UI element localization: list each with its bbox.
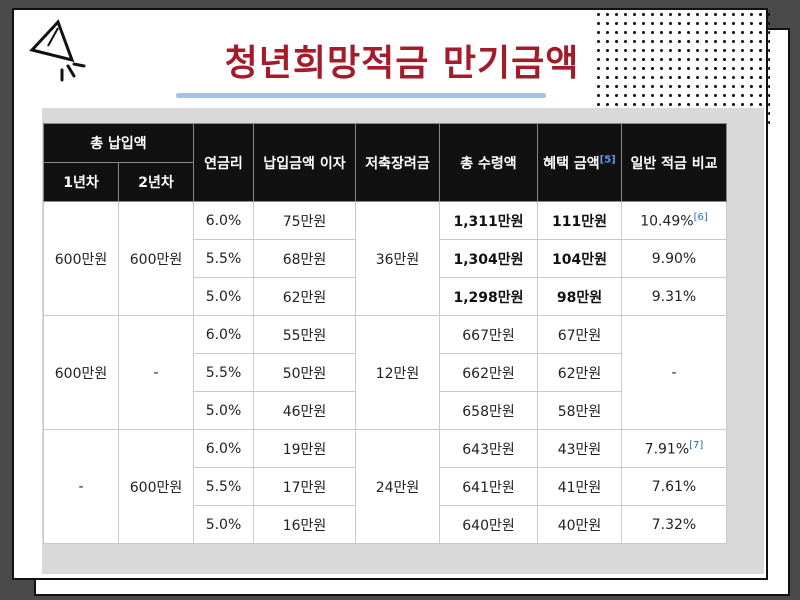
cell-compare: 9.31% xyxy=(621,277,727,316)
cell-benefit: 58만원 xyxy=(537,391,622,430)
table-row: 5.5% 68만원 1,304만원 104만원 9.90% xyxy=(44,239,727,278)
table-row: 5.0% 62만원 1,298만원 98만원 9.31% xyxy=(44,277,727,316)
footnote-link[interactable]: [7] xyxy=(689,439,704,451)
page-title: 청년희망적금 만기금액 xyxy=(224,43,580,84)
cell-benefit: 98만원 xyxy=(537,277,622,316)
cell-compare: 10.49%[6] xyxy=(621,201,727,240)
header-compare: 일반 적금 비교 xyxy=(621,123,727,202)
cell-year1: 600만원 xyxy=(43,315,119,430)
cell-interest: 62만원 xyxy=(253,277,356,316)
table-row: 5.0% 16만원 640만원 40만원 7.32% xyxy=(44,505,727,544)
header-total-paid: 총 납입액 xyxy=(43,123,194,163)
cell-total: 658만원 xyxy=(439,391,538,430)
cell-compare: 9.90% xyxy=(621,239,727,278)
footnote-link[interactable]: [6] xyxy=(693,211,708,223)
header-benefit-label: 혜택 금액 xyxy=(543,155,600,172)
cell-subsidy: 36만원 xyxy=(355,201,440,316)
cell-compare: 7.91%[7] xyxy=(621,429,727,468)
cell-rate: 5.5% xyxy=(193,353,254,392)
cell-total: 643만원 xyxy=(439,429,538,468)
cell-interest: 55만원 xyxy=(253,315,356,354)
cell-rate: 5.0% xyxy=(193,277,254,316)
cell-rate: 5.5% xyxy=(193,239,254,278)
header-rate: 연금리 xyxy=(193,123,254,202)
cell-subsidy: 24만원 xyxy=(355,429,440,544)
header-benefit: 혜택 금액[5] xyxy=(537,123,622,202)
header-subsidy: 저축장려금 xyxy=(355,123,440,202)
table-row: 600만원 600만원 6.0% 75만원 36만원 1,311만원 111만원… xyxy=(43,201,727,316)
cell-year2: 600만원 xyxy=(118,201,194,316)
cell-interest: 75만원 xyxy=(253,201,356,240)
header-total-receive: 총 수령액 xyxy=(439,123,538,202)
cell-year1: - xyxy=(43,429,119,544)
cell-benefit: 43만원 xyxy=(537,429,622,468)
header-year1: 1년차 xyxy=(43,162,119,202)
cell-rate: 6.0% xyxy=(193,429,254,468)
cell-benefit: 67만원 xyxy=(537,315,622,354)
cell-compare: 7.32% xyxy=(621,505,727,544)
cell-benefit: 41만원 xyxy=(537,467,622,506)
cell-rate: 5.0% xyxy=(193,505,254,544)
cell-total: 640만원 xyxy=(439,505,538,544)
cell-interest: 50만원 xyxy=(253,353,356,392)
cell-interest: 17만원 xyxy=(253,467,356,506)
cell-total: 1,311만원 xyxy=(439,201,538,240)
sparkle-arrow-icon xyxy=(29,19,86,82)
cell-benefit: 62만원 xyxy=(537,353,622,392)
cell-rate: 5.0% xyxy=(193,391,254,430)
cell-total: 1,298만원 xyxy=(439,277,538,316)
header-year2: 2년차 xyxy=(118,162,194,202)
cell-interest: 68만원 xyxy=(253,239,356,278)
cell-benefit: 111만원 xyxy=(537,201,622,240)
footnote-link[interactable]: [5] xyxy=(599,153,616,165)
cell-year1: 600만원 xyxy=(43,201,119,316)
cell-year2: 600만원 xyxy=(118,429,194,544)
cell-rate: 6.0% xyxy=(193,201,254,240)
cell-interest: 46만원 xyxy=(253,391,356,430)
cell-benefit: 104만원 xyxy=(537,239,622,278)
cell-rate: 6.0% xyxy=(193,315,254,354)
cell-compare: - xyxy=(621,315,727,430)
cell-benefit: 40만원 xyxy=(537,505,622,544)
title-underline xyxy=(176,93,546,98)
cell-total: 641만원 xyxy=(439,467,538,506)
table-row: - 600만원 6.0% 19만원 24만원 643만원 43만원 7.91%[… xyxy=(43,429,727,544)
cell-total: 1,304만원 xyxy=(439,239,538,278)
maturity-table: 총 납입액 연금리 납입금액 이자 저축장려금 총 수령액 혜택 금액[5] 일… xyxy=(43,123,727,544)
compare-value: 7.91% xyxy=(644,441,690,458)
cell-interest: 16만원 xyxy=(253,505,356,544)
compare-value: 10.49% xyxy=(640,213,694,230)
cell-interest: 19만원 xyxy=(253,429,356,468)
header-interest: 납입금액 이자 xyxy=(253,123,356,202)
table-row: 5.0% 46만원 658만원 58만원 xyxy=(44,391,727,430)
table-row: 5.5% 50만원 662만원 62만원 xyxy=(44,353,727,392)
cell-total: 667만원 xyxy=(439,315,538,354)
cell-compare: 7.61% xyxy=(621,467,727,506)
cell-subsidy: 12만원 xyxy=(355,315,440,430)
cell-total: 662만원 xyxy=(439,353,538,392)
cell-rate: 5.5% xyxy=(193,467,254,506)
table-row: 600만원 - 6.0% 55만원 12만원 667만원 67만원 - xyxy=(43,315,727,430)
cell-year2: - xyxy=(118,315,194,430)
